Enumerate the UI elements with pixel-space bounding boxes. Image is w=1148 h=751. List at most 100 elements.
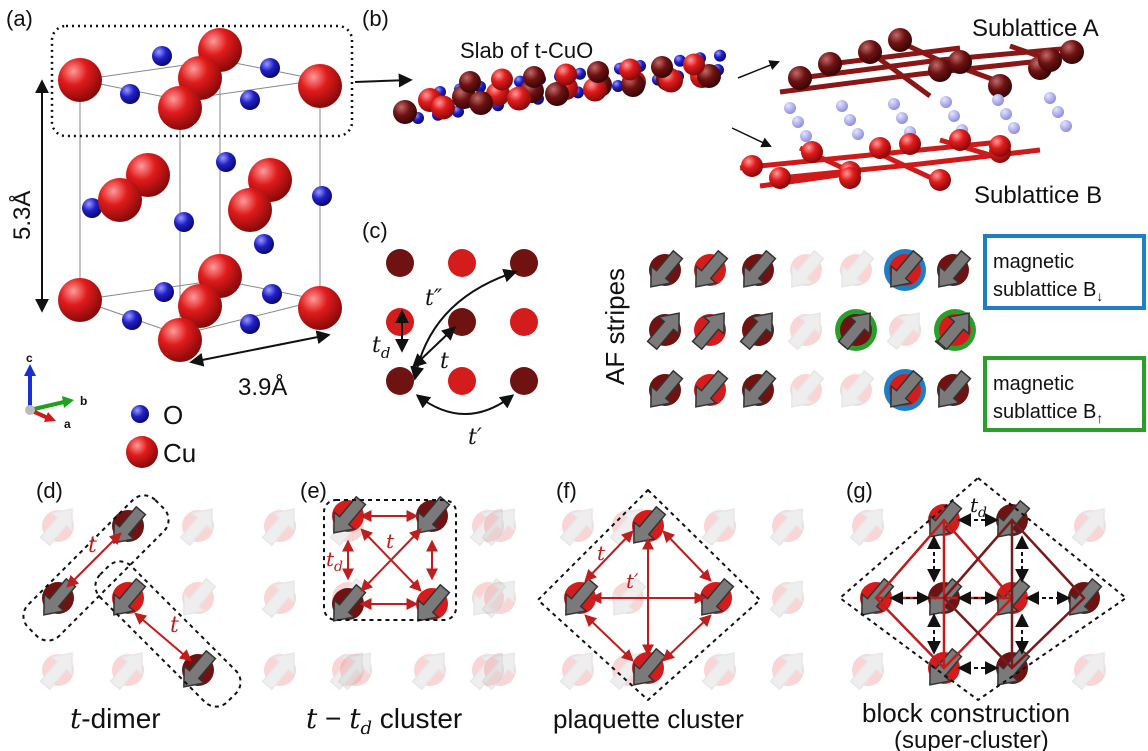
panel-e-bonds — [342, 510, 438, 610]
cu-atom — [545, 82, 569, 106]
copper-site — [182, 510, 214, 542]
copper-site — [852, 654, 884, 686]
spin-site — [840, 249, 875, 288]
cu-atom — [58, 58, 102, 102]
spin-arrow-icon — [849, 652, 883, 691]
cu-atom — [989, 135, 1011, 157]
cu-atom — [469, 91, 493, 115]
cu-atom — [818, 52, 842, 76]
spin-arrow-icon — [417, 495, 451, 534]
legend-box-blue: magnetic sublattice B↓ — [983, 234, 1146, 310]
cu-atom — [178, 284, 222, 328]
spin-site — [1071, 508, 1106, 547]
panel-g-caption-line1: block construction — [862, 698, 1070, 728]
spin-arrow-icon — [890, 249, 924, 288]
spin-arrow-icon — [938, 249, 972, 288]
legend-copper-icon — [126, 436, 158, 468]
o-atom — [1044, 92, 1056, 104]
spin-arrow-icon — [936, 312, 970, 351]
panel-g-hop-td: td — [970, 493, 987, 521]
hop-t-label: t — [440, 349, 449, 374]
cu-atom — [988, 74, 1012, 98]
spin-site — [42, 577, 77, 616]
panel-d-hop-label-1: t — [88, 533, 97, 558]
o-atom — [800, 130, 812, 142]
panel-d: (d) t t t-dimer — [22, 478, 242, 735]
spin-arrow-icon — [841, 369, 875, 408]
cu-atom — [801, 141, 823, 163]
copper-site — [42, 654, 74, 686]
af-stripes-label: AF stripes — [600, 268, 630, 385]
cu-atom — [126, 153, 170, 197]
o-atom — [1060, 120, 1072, 132]
spin-arrow-icon — [183, 577, 217, 616]
spin-arrow-icon — [473, 577, 507, 616]
spin-site — [416, 583, 451, 622]
copper-site — [264, 654, 296, 686]
copper-site — [332, 654, 364, 686]
spin-site — [481, 580, 516, 619]
o-atom — [1000, 108, 1012, 120]
copper-site — [264, 510, 296, 542]
o-atom — [262, 284, 282, 304]
axes-triad: c b a — [24, 351, 87, 431]
copper-site — [484, 582, 516, 614]
spin-arrow-icon — [886, 312, 920, 351]
panel-g-label: (g) — [846, 478, 873, 503]
spin-arrow-icon — [739, 312, 773, 351]
copper-site — [472, 654, 504, 686]
copper-site — [772, 654, 804, 686]
spin-site — [700, 577, 735, 616]
spin-site — [884, 249, 926, 291]
spin-arrow-icon — [650, 369, 684, 408]
o-atom — [1052, 106, 1064, 118]
legend: O Cu — [126, 400, 196, 468]
cu-atom — [58, 278, 102, 322]
cu-atom — [1038, 48, 1062, 72]
panel-f: (f) t t′ plaquette cluster — [537, 478, 804, 734]
copper-site — [704, 654, 736, 686]
spin-arrow-icon — [787, 312, 821, 351]
cu-atom — [298, 64, 342, 108]
cu-atom — [98, 178, 142, 222]
hopping-arrows — [395, 268, 518, 415]
cu-atom — [651, 56, 673, 78]
spin-site — [742, 369, 777, 408]
cu-atom — [929, 169, 951, 191]
cu-atom — [1060, 40, 1084, 64]
spin-arrow-icon — [1071, 652, 1105, 691]
o-atom — [888, 98, 900, 110]
copper-site — [562, 654, 594, 686]
spin-site — [701, 652, 736, 691]
panel-f-bonds — [584, 530, 712, 662]
spin-site — [769, 580, 804, 619]
spin-site — [646, 312, 681, 351]
spin-site — [469, 652, 504, 691]
legend-oxygen-icon — [131, 405, 149, 423]
spin-arrow-icon — [329, 652, 363, 691]
spin-site — [849, 652, 884, 691]
spin-site — [739, 312, 774, 351]
spin-site — [649, 369, 684, 408]
copper-site — [484, 654, 516, 686]
panel-a-label: (a) — [6, 6, 33, 31]
o-atom — [240, 314, 260, 334]
spin-site — [790, 369, 825, 408]
spin-site — [182, 649, 217, 688]
spin-site — [109, 652, 144, 691]
spin-arrow-icon — [113, 577, 147, 616]
cu-atom — [858, 40, 882, 64]
o-atom — [82, 198, 102, 218]
spin-arrow-icon — [481, 580, 515, 619]
spin-arrow-icon — [565, 577, 599, 616]
spin-arrow-icon — [559, 508, 593, 547]
cu-atom — [158, 318, 202, 362]
box-blue-line1: magnetic — [993, 251, 1074, 273]
spin-arrow-icon — [890, 369, 924, 408]
o-atom — [896, 112, 908, 124]
spin-arrow-icon — [791, 369, 825, 408]
legend-box-green: magnetic sublattice B↑ — [983, 356, 1146, 432]
o-atom — [992, 94, 1004, 106]
spin-site — [1071, 652, 1106, 691]
spin-site — [835, 309, 877, 351]
